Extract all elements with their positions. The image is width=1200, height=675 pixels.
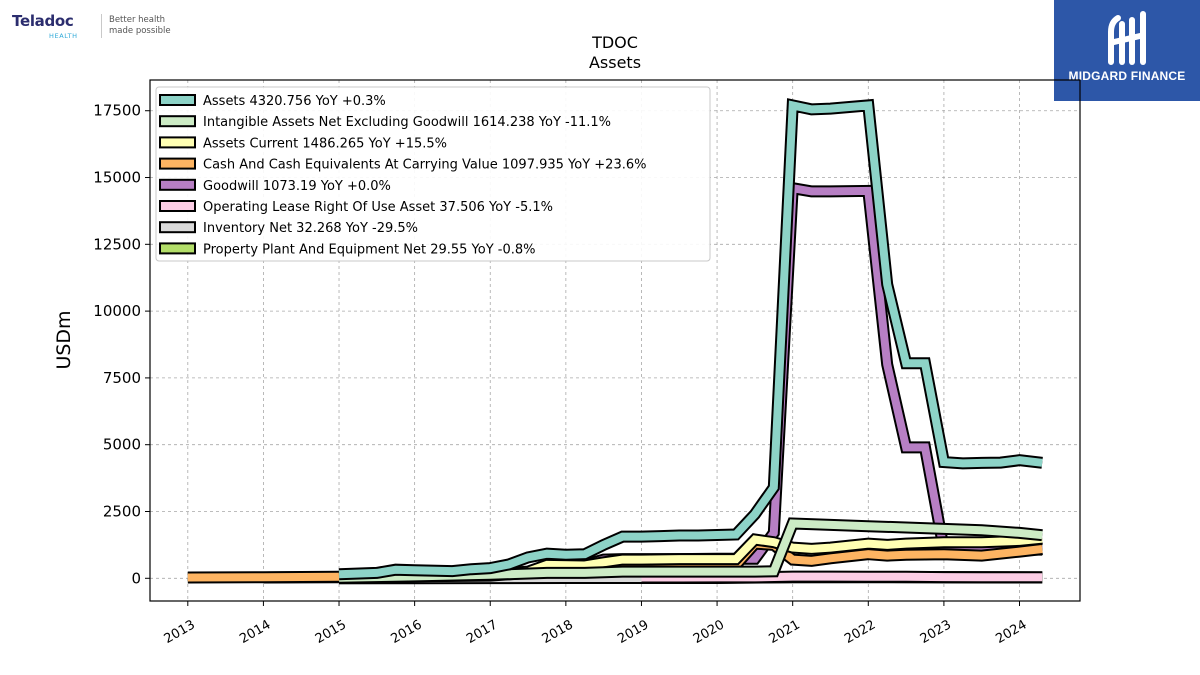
x-tick-label: 2013 — [162, 617, 198, 647]
watermark-label: MIDGARD FINANCE — [1068, 69, 1186, 83]
legend-entry: Intangible Assets Net Excluding Goodwill… — [203, 115, 611, 130]
y-tick-label: 17500 — [93, 102, 141, 120]
series-layer — [187, 98, 1043, 585]
x-tick-label: 2022 — [842, 617, 878, 647]
y-tick-label: 7500 — [103, 369, 141, 387]
series-line — [338, 519, 1043, 582]
brand-tagline-1: Better health — [109, 15, 166, 25]
legend-entry: Assets 4320.756 YoY +0.3% — [203, 94, 386, 109]
brand-divider — [101, 14, 102, 38]
series-line — [338, 534, 1043, 580]
x-tick-label: 2016 — [388, 617, 424, 647]
x-tick-label: 2020 — [691, 617, 727, 647]
brand-tagline-2: made possible — [109, 26, 171, 36]
y-tick-label: 5000 — [103, 436, 141, 454]
y-axis-ticks: 0 2500 5000 7500 10000 12500 15000 17500 — [93, 102, 150, 587]
legend-swatch — [159, 94, 196, 106]
x-tick-label: 2015 — [313, 617, 349, 647]
legend-entry: Inventory Net 32.268 YoY -29.5% — [203, 221, 418, 236]
chart-title: TDOC — [591, 33, 638, 52]
y-tick-label: 2500 — [103, 502, 141, 520]
x-tick-label: 2014 — [237, 617, 273, 647]
legend-swatch — [159, 115, 196, 128]
legend: Assets 4320.756 YoY +0.3% Intangible Asse… — [155, 86, 711, 262]
legend-box — [155, 86, 711, 262]
y-tick-label: 10000 — [93, 302, 141, 320]
x-tick-label: 2021 — [767, 617, 803, 647]
legend-entry: Cash And Cash Equivalents At Carrying Va… — [203, 158, 646, 173]
y-tick-label: 12500 — [93, 235, 141, 253]
brand-name: Teladoc — [12, 12, 74, 30]
legend-entry: Operating Lease Right Of Use Asset 37.50… — [203, 200, 553, 215]
y-axis-label: USDm — [53, 310, 75, 369]
x-tick-label: 2023 — [918, 617, 954, 647]
legend-entry: Assets Current 1486.265 YoY +15.5% — [203, 136, 447, 151]
y-tick-label: 0 — [131, 569, 141, 587]
x-axis-ticks: 2013 2014 2015 2016 2017 2018 2019 2020 2021 2022… — [162, 601, 1030, 647]
plot-frame — [149, 79, 1081, 602]
series-line — [338, 100, 1043, 579]
legend-entry: Goodwill 1073.19 YoY +0.0% — [203, 179, 391, 194]
midgard-emblem-icon — [1108, 11, 1146, 65]
chart-subtitle: Assets — [589, 53, 641, 72]
legend-swatch — [159, 178, 196, 191]
midgard-finance-logo: MIDGARD FINANCE — [1054, 0, 1200, 101]
x-tick-label: 2017 — [464, 617, 500, 647]
legend-swatch — [159, 221, 196, 234]
legend-swatch — [159, 157, 196, 170]
brand-sub: HEALTH — [49, 32, 78, 40]
x-tick-label: 2018 — [540, 617, 576, 647]
x-tick-label: 2024 — [993, 617, 1029, 647]
legend-swatch — [159, 200, 196, 212]
legend-swatch — [159, 242, 196, 255]
x-tick-label: 2019 — [615, 617, 651, 647]
y-tick-label: 15000 — [93, 169, 141, 187]
legend-swatch — [159, 136, 196, 149]
legend-entry: Property Plant And Equipment Net 29.55 Y… — [203, 242, 536, 257]
